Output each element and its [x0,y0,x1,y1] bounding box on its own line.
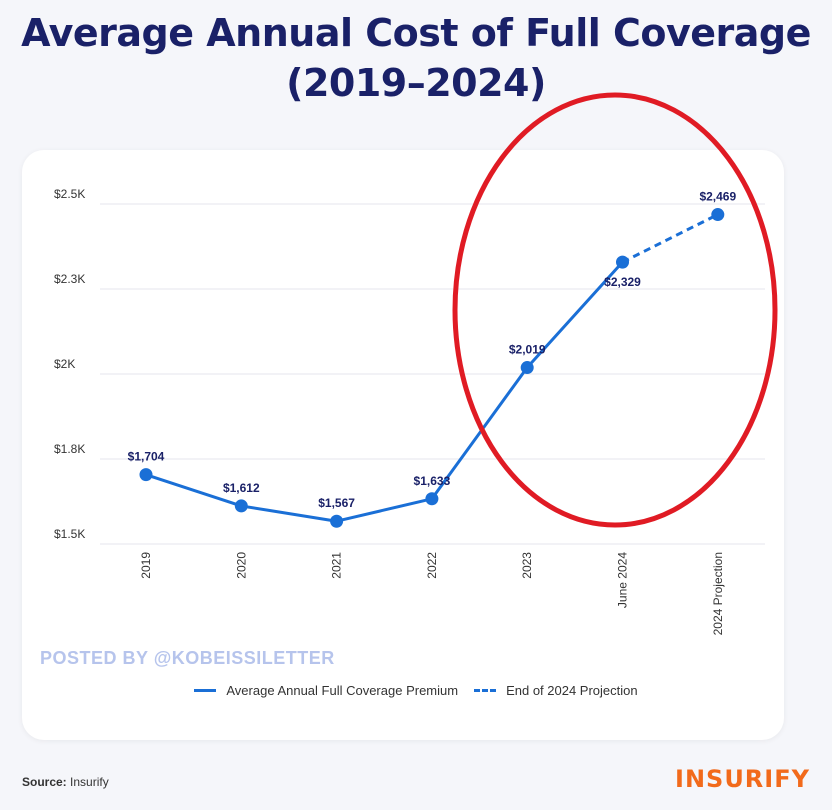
data-point [616,255,629,269]
legend-label-premium: Average Annual Full Coverage Premium [226,683,459,698]
data-point [425,492,439,506]
y-tick-label: $2.3K [54,272,85,286]
y-tick-label: $1.8K [54,442,85,456]
series-line-0 [145,261,624,523]
legend: Average Annual Full Coverage Premium End… [0,683,832,698]
x-tick-label: 2021 [330,552,344,579]
source-note: Source: Insurify [22,775,109,789]
data-point [139,468,153,482]
data-label: $1,612 [223,481,260,495]
y-tick-label: $1.5K [54,527,85,541]
legend-label-projection: End of 2024 Projection [506,683,638,698]
x-tick-label: 2024 Projection [711,552,725,635]
x-tick-label: 2019 [139,552,153,579]
data-label: $1,567 [318,496,355,510]
highlight-ellipse [452,92,778,528]
data-label: $1,704 [128,450,165,464]
x-tick-label: June 2024 [616,552,630,608]
y-tick-label: $2K [54,357,75,371]
data-point [711,208,725,222]
title-line-2: (2019–2024) [286,61,546,105]
chart-card [22,150,784,740]
x-tick-label: 2023 [520,552,534,579]
data-label: $1,633 [414,474,451,488]
data-point [330,514,344,528]
title-line-1: Average Annual Cost of Full Coverage [21,11,811,55]
data-point [520,361,534,375]
data-point [234,499,248,513]
series-line-1 [621,213,719,264]
data-label: $2,469 [699,190,736,204]
x-tick-label: 2022 [425,552,439,579]
legend-swatch-solid [194,689,217,692]
source-value: Insurify [70,775,109,789]
watermark: POSTED BY @KOBEISSILETTER [40,648,335,668]
data-label: $2,019 [509,343,546,357]
legend-item-premium: Average Annual Full Coverage Premium [194,683,458,698]
source-label: Source: [22,775,67,789]
data-label: $2,329 [604,275,641,289]
insurify-logo: INSURIFY [675,765,810,793]
chart-title: Average Annual Cost of Full Coverage (20… [0,8,832,108]
legend-item-projection: End of 2024 Projection [474,683,638,698]
legend-swatch-dashed [474,689,497,692]
x-tick-label: 2020 [234,552,248,579]
y-tick-label: $2.5K [54,187,85,201]
